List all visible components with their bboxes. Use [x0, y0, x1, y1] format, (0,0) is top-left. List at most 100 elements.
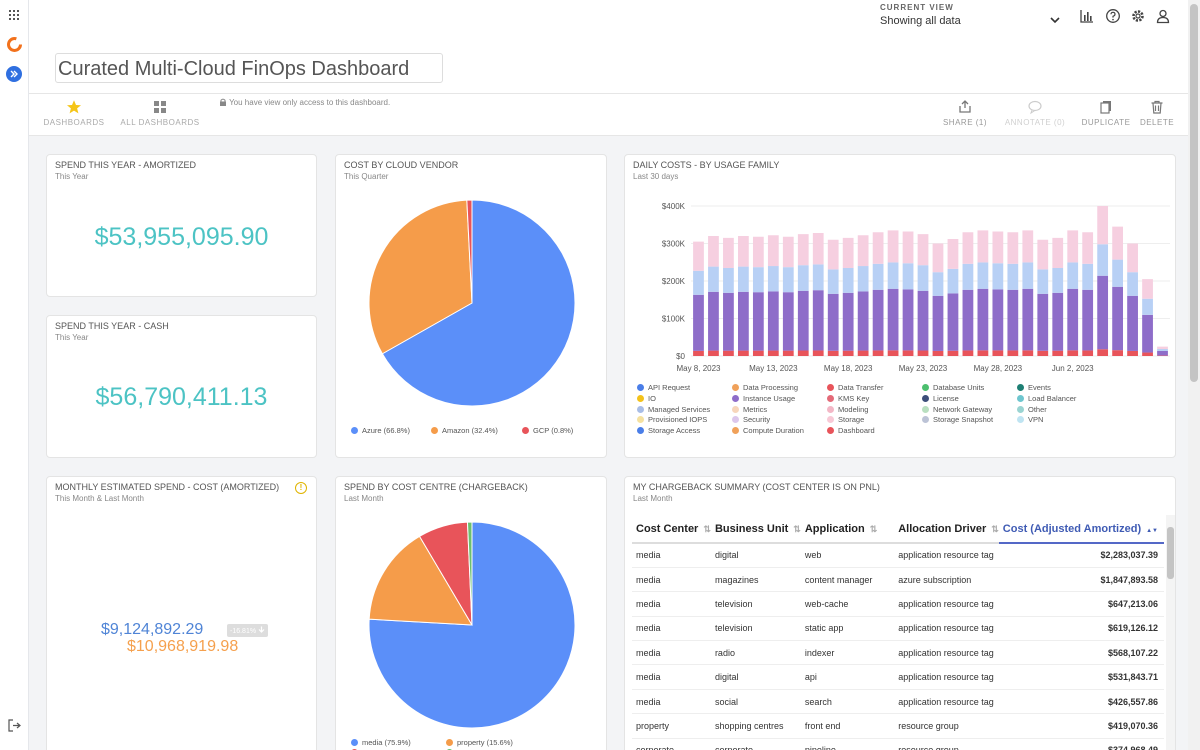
- bar-segment[interactable]: [1112, 286, 1123, 351]
- legend-item[interactable]: Dashboard: [827, 426, 875, 435]
- bar-segment[interactable]: [857, 291, 869, 351]
- bar-segment[interactable]: [1007, 289, 1019, 351]
- bar-segment[interactable]: [797, 350, 809, 356]
- bar-segment[interactable]: [812, 233, 824, 265]
- bar-segment[interactable]: [917, 290, 929, 351]
- daily-costs-card[interactable]: DAILY COSTS - BY USAGE FAMILY Last 30 da…: [624, 154, 1176, 458]
- bar-segment[interactable]: [738, 291, 749, 351]
- pie-slice-1[interactable]: [368, 199, 473, 355]
- bar-segment[interactable]: [1127, 243, 1138, 273]
- bar-segment[interactable]: [1037, 269, 1049, 294]
- table-row[interactable]: media digital api application resource tag $…: [632, 664, 1164, 690]
- legend-item[interactable]: Metrics: [732, 405, 767, 414]
- chargeback-card[interactable]: MY CHARGEBACK SUMMARY (COST CENTER IS ON…: [624, 476, 1176, 750]
- bar-segment[interactable]: [917, 265, 929, 291]
- bar-segment[interactable]: [1082, 289, 1094, 351]
- bar-segment[interactable]: [1022, 288, 1034, 351]
- bar-segment[interactable]: [887, 288, 899, 351]
- bar-segment[interactable]: [708, 291, 719, 351]
- legend-item[interactable]: Other: [1017, 405, 1047, 414]
- bar-segment[interactable]: [752, 236, 764, 268]
- bar-segment[interactable]: [738, 236, 749, 267]
- table-row[interactable]: media digital web application resource tag $…: [632, 543, 1164, 568]
- legend-item[interactable]: Security: [732, 415, 770, 424]
- sort-icon[interactable]: ⇅: [793, 523, 801, 534]
- bar-segment[interactable]: [1052, 350, 1064, 356]
- bar-segment[interactable]: [977, 230, 989, 263]
- pie-slice-0[interactable]: [368, 521, 576, 729]
- legend-item[interactable]: Storage Snapshot: [922, 415, 993, 424]
- legend-item[interactable]: IO: [637, 394, 656, 403]
- bar-segment[interactable]: [1067, 230, 1079, 263]
- expand-sidebar-icon[interactable]: [6, 66, 22, 82]
- delete-button[interactable]: DELETE: [1137, 94, 1177, 136]
- bar-segment[interactable]: [977, 288, 989, 351]
- bar-segment[interactable]: [767, 350, 779, 356]
- logout-icon[interactable]: [8, 719, 21, 732]
- bar-segment[interactable]: [1097, 349, 1109, 356]
- bar-segment[interactable]: [723, 267, 734, 293]
- bar-segment[interactable]: [827, 269, 839, 294]
- sort-icon[interactable]: ⇅: [991, 523, 999, 534]
- current-view-select[interactable]: Showing all data: [880, 15, 961, 27]
- table-scrollbar-thumb[interactable]: [1167, 527, 1174, 579]
- legend-item[interactable]: VPN: [1017, 415, 1043, 424]
- bar-segment[interactable]: [992, 263, 1004, 290]
- bar-segment[interactable]: [1037, 350, 1049, 356]
- vendor-card[interactable]: COST BY CLOUD VENDOR This Quarter Azure …: [335, 154, 607, 458]
- user-icon[interactable]: [1155, 8, 1171, 24]
- table-row[interactable]: corporatecorporatepipelineresource group…: [632, 738, 1164, 750]
- bar-segment[interactable]: [723, 350, 734, 356]
- sort-icon[interactable]: ⇅: [703, 523, 711, 534]
- bar-segment[interactable]: [1022, 230, 1034, 263]
- bar-segment[interactable]: [1112, 259, 1123, 287]
- legend-item[interactable]: Managed Services: [637, 405, 710, 414]
- page-scrollbar[interactable]: [1188, 0, 1200, 750]
- bar-segment[interactable]: [1067, 288, 1079, 351]
- legend-item[interactable]: Instance Usage: [732, 394, 795, 403]
- bar-segment[interactable]: [767, 235, 779, 267]
- bar-segment[interactable]: [1097, 206, 1109, 245]
- legend-item[interactable]: Provisioned IOPS: [637, 415, 707, 424]
- legend-item[interactable]: API Request: [637, 383, 690, 392]
- bar-segment[interactable]: [992, 231, 1004, 264]
- reports-chart-icon[interactable]: [1079, 8, 1095, 24]
- legend-item[interactable]: media (75.9%): [351, 738, 411, 747]
- legend-item[interactable]: GCP (0.8%): [522, 426, 573, 435]
- bar-segment[interactable]: [1082, 232, 1094, 264]
- table-scrollbar[interactable]: [1166, 515, 1175, 750]
- bar-segment[interactable]: [1127, 272, 1138, 296]
- bar-segment[interactable]: [1067, 350, 1079, 356]
- duplicate-button[interactable]: DUPLICATE: [1079, 94, 1133, 136]
- bar-segment[interactable]: [1127, 350, 1138, 356]
- help-icon[interactable]: [1105, 8, 1121, 24]
- bar-segment[interactable]: [1097, 244, 1109, 276]
- pie-slice-2[interactable]: [466, 199, 473, 304]
- bar-segment[interactable]: [902, 350, 914, 356]
- bar-segment[interactable]: [1052, 292, 1064, 351]
- monthly-spend-card[interactable]: MONTHLY ESTIMATED SPEND - COST (AMORTIZE…: [46, 476, 317, 750]
- bar-segment[interactable]: [1052, 267, 1064, 293]
- bar-segment[interactable]: [693, 294, 704, 351]
- legend-item[interactable]: License: [922, 394, 959, 403]
- legend-item[interactable]: Compute Duration: [732, 426, 804, 435]
- bar-segment[interactable]: [857, 350, 869, 356]
- bar-segment[interactable]: [1037, 293, 1049, 351]
- bar-segment[interactable]: [917, 234, 929, 266]
- bar-segment[interactable]: [1082, 263, 1094, 290]
- bar-segment[interactable]: [962, 232, 974, 264]
- table-row[interactable]: media magazines content manager azure subsc…: [632, 567, 1164, 593]
- legend-item[interactable]: Modeling: [827, 405, 868, 414]
- bar-segment[interactable]: [1037, 239, 1049, 270]
- bar-segment[interactable]: [797, 265, 809, 291]
- apps-grid-icon[interactable]: [9, 7, 19, 20]
- sort-icon[interactable]: ⇅: [869, 523, 878, 534]
- bar-segment[interactable]: [782, 292, 794, 351]
- legend-item[interactable]: Storage Access: [637, 426, 700, 435]
- legend-item[interactable]: KMS Key: [827, 394, 869, 403]
- bar-segment[interactable]: [812, 264, 824, 291]
- chevron-down-icon[interactable]: [1047, 13, 1063, 27]
- gear-icon[interactable]: [1130, 8, 1146, 24]
- spend-amortized-card[interactable]: SPEND THIS YEAR - AMORTIZED This Year $5…: [46, 154, 317, 297]
- bar-segment[interactable]: [812, 290, 824, 351]
